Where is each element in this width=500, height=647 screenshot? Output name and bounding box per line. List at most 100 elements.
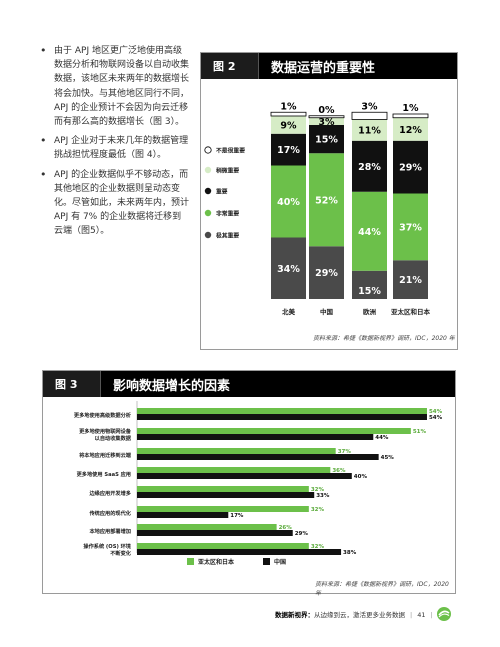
bar-china	[137, 549, 342, 555]
legend-swatch	[204, 146, 212, 154]
data-label: 29%	[295, 531, 309, 537]
data-label: 38%	[343, 550, 357, 556]
stacked-bar-segment	[352, 119, 387, 141]
category-label: 本地应用部署增加	[89, 527, 131, 535]
category-label-line: 操作系统 (OS) 环境	[83, 542, 131, 550]
bullet-item: 由于 APJ 地区更广泛地使用高级数据分析和物联网设备以自动收集数据，该地区未来…	[40, 44, 190, 129]
figure-3-source: 资料来源：希捷《数据新视界》调研，IDC，2020 年	[315, 581, 449, 597]
legend-swatch	[204, 166, 212, 174]
category-label-line: 将本地应用迁移到云端	[79, 451, 132, 459]
data-label: 12%	[399, 125, 422, 136]
page-footer: 数据新视界：从边缘到云，激活更多业务数据 | 41 |	[275, 611, 433, 619]
bar-china	[137, 492, 315, 498]
legend-label: 亚太区和日本	[198, 558, 235, 566]
figure-3-title: 影响数据增长的因素	[113, 378, 231, 394]
category-label: 更多地使用物联网设备以自动收集数据	[79, 427, 132, 442]
data-label: 51%	[413, 429, 427, 435]
bar-apj	[137, 506, 309, 512]
category-label: 将本地应用迁移到云端	[79, 451, 132, 459]
figure-2-source: 资料来源：希捷《数据新视界》调研，IDC，2020 年	[313, 335, 455, 342]
stacked-bar-segment	[309, 117, 344, 125]
data-label: 1%	[280, 101, 297, 112]
bar-china	[137, 434, 374, 440]
stacked-bar-segment	[393, 117, 428, 141]
seagate-logo-icon	[437, 607, 451, 621]
category-label: 操作系统 (OS) 环境不断变化	[83, 542, 131, 557]
category-label: 北美	[282, 307, 296, 316]
legend-label: 极其重要	[216, 232, 239, 240]
category-label: 更多地使用高级数据分析	[74, 411, 132, 419]
bullet-list: 由于 APJ 地区更广泛地使用高级数据分析和物联网设备以自动收集数据，该地区未来…	[40, 44, 190, 244]
footer-subtitle: 从边缘到云，激活更多业务数据	[314, 611, 405, 619]
stacked-bar-segment	[392, 113, 429, 119]
stacked-bar-segment	[393, 260, 428, 299]
stacked-bar-segment	[309, 125, 344, 154]
bar-apj	[137, 408, 427, 414]
stacked-bar-segment	[271, 237, 306, 299]
data-label: 29%	[399, 163, 422, 174]
data-label: 54%	[429, 409, 443, 415]
data-label: 32%	[311, 507, 325, 513]
bar-apj	[137, 543, 309, 549]
legend-label: 非常重要	[216, 210, 239, 218]
category-label-line: 更多地使用 SaaS 应用	[77, 470, 131, 478]
stacked-bar-segment	[270, 111, 307, 117]
stacked-bar-segment	[352, 191, 387, 271]
data-label: 44%	[375, 435, 389, 441]
data-label: 17%	[230, 513, 244, 519]
data-label: 15%	[358, 286, 381, 297]
data-label: 32%	[311, 544, 325, 550]
footer-title: 数据新视界：	[275, 611, 314, 619]
category-label: 传统应用的现代化	[88, 509, 131, 517]
data-label: 28%	[358, 162, 381, 173]
data-label: 29%	[315, 268, 338, 279]
data-label: 40%	[277, 197, 300, 208]
figure-2-title: 数据运营的重要性	[271, 60, 376, 76]
bar-apj	[137, 428, 411, 434]
data-label: 3%	[318, 117, 335, 128]
bar-apj	[137, 524, 277, 530]
bar-apj	[137, 486, 309, 492]
category-label: 亚太区和日本	[391, 307, 431, 316]
bar-china	[137, 530, 293, 536]
category-label: 中国	[320, 307, 334, 316]
data-label: 9%	[280, 120, 297, 131]
data-label: 15%	[315, 135, 338, 146]
bar-china	[137, 473, 352, 479]
bar-apj	[137, 467, 331, 473]
data-label: 52%	[315, 195, 338, 206]
bar-china	[137, 512, 229, 518]
data-label: 33%	[316, 493, 330, 499]
stacked-bar-segment	[271, 165, 306, 238]
stacked-bar-segment	[351, 111, 388, 120]
data-label: 0%	[318, 105, 335, 116]
figure-3-number: 图 3	[43, 371, 101, 397]
bullet-item: APJ 企业对于未来几年的数据管理挑战担忧程度最低（图 4）。	[40, 134, 190, 162]
figure-2-panel: 图 2 数据运营的重要性 不是很重要 稍微重要 重要 非常重要 极其重要 34% 40% 17…	[200, 52, 458, 350]
category-label-line: 更多地使用高级数据分析	[74, 411, 132, 419]
legend-label: 中国	[274, 558, 286, 566]
legend-label: 稍微重要	[216, 167, 239, 175]
data-label: 1%	[402, 103, 419, 114]
legend-swatch	[204, 187, 212, 195]
data-label: 44%	[358, 227, 381, 238]
bullet-item: APJ 的企业数据似乎不够动态，而其他地区的企业数据则呈动态变化。尽管如此，未来…	[40, 168, 190, 239]
category-label: 更多地使用 SaaS 应用	[77, 470, 131, 478]
data-label: 3%	[361, 101, 378, 112]
bar-china	[137, 454, 379, 460]
data-label: 26%	[279, 525, 293, 531]
stacked-bar-segment	[352, 270, 387, 299]
data-label: 40%	[354, 474, 368, 480]
bar-china	[137, 414, 427, 420]
data-label: 34%	[277, 264, 300, 275]
data-label: 37%	[338, 449, 352, 455]
data-label: 32%	[311, 487, 325, 493]
figure-3-header: 图 3 影响数据增长的因素	[43, 371, 455, 397]
category-label: 欧洲	[363, 307, 377, 316]
legend-swatch	[204, 209, 212, 217]
stacked-bar-segment	[271, 116, 306, 134]
stacked-bar-segment	[352, 140, 387, 192]
stacked-bar-segment	[309, 246, 344, 299]
stacked-bar-segment	[271, 133, 306, 166]
